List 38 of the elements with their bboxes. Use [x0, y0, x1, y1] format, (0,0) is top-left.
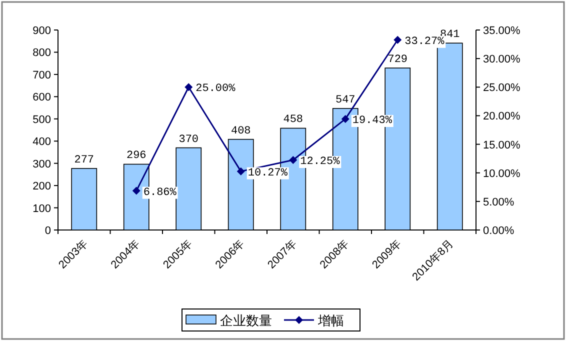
y-tick-label: 400	[32, 136, 51, 148]
data-label: 10.27%	[248, 167, 288, 180]
y-tick-label: 200	[32, 180, 51, 193]
point	[236, 167, 245, 176]
point	[394, 36, 402, 44]
y-tick-label: 500	[32, 114, 51, 126]
legend-label: 增幅	[317, 313, 344, 328]
data-label: 6.86%	[143, 186, 177, 199]
y-tick-label: 300	[32, 158, 51, 170]
data-label: 296	[126, 150, 146, 162]
y2-tick-label: 20.00%	[483, 110, 521, 123]
y2-tick-label: 35.00%	[483, 25, 521, 37]
data-label: 458	[283, 114, 304, 126]
y-tick-label: 800	[32, 47, 51, 60]
data-label: 277	[74, 154, 94, 166]
data-label: 408	[230, 125, 251, 138]
point	[184, 83, 193, 92]
data-label: 547	[335, 94, 356, 106]
y2-tick-label: 15.00%	[483, 139, 521, 152]
y-tick-label: 0	[44, 225, 51, 237]
data-label: 370	[178, 134, 199, 146]
legend-label: 企业数量	[220, 313, 272, 328]
y-tick-label: 100	[32, 202, 51, 215]
point	[132, 186, 140, 195]
data-label: 12.25%	[300, 156, 340, 168]
y2-tick-label: 30.00%	[483, 54, 521, 66]
point	[289, 156, 298, 164]
data-label: 729	[388, 54, 408, 66]
data-label: 19.43%	[352, 114, 392, 127]
y2-tick-label: 0.00%	[483, 225, 514, 237]
y-tick-label: 700	[32, 69, 51, 82]
point	[341, 114, 350, 123]
y-tick-label: 600	[32, 92, 51, 104]
data-label: 25.00%	[196, 83, 236, 96]
y-tick-label: 900	[32, 25, 51, 37]
y2-tick-label: 10.00%	[483, 168, 521, 180]
y2-tick-label: 5.00%	[483, 196, 514, 208]
y2-tick-label: 25.00%	[483, 82, 521, 94]
